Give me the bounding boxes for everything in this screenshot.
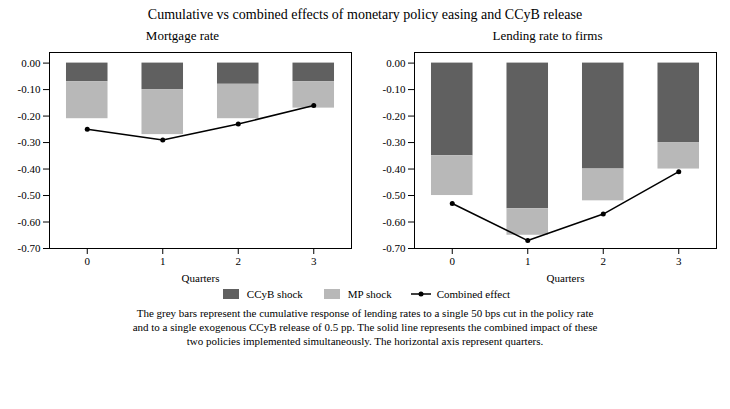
svg-text:-0.10: -0.10: [382, 83, 405, 95]
svg-text:3: 3: [311, 255, 317, 267]
html-text:MP shock: MP shock: [347, 288, 392, 300]
svg-text:1: 1: [525, 255, 531, 267]
svg-text:0.00: 0.00: [386, 57, 406, 69]
svg-text:-0.30: -0.30: [382, 136, 405, 148]
svg-text:-0.70: -0.70: [17, 242, 40, 254]
html-text:Mortgage rate: Mortgage rate: [145, 28, 220, 43]
svg-text:3: 3: [676, 255, 682, 267]
svg-text:-0.50: -0.50: [382, 189, 405, 201]
svg-text:-0.20: -0.20: [382, 110, 405, 122]
svg-text:2: 2: [600, 255, 606, 267]
svg-text:Quarters: Quarters: [546, 272, 584, 284]
html-text:Cumulative vs combined effects: Cumulative vs combined effects of moneta…: [147, 7, 583, 22]
svg-text:2: 2: [235, 255, 241, 267]
html-text:The grey bars represent the cu: The grey bars represent the cumulative r…: [132, 307, 598, 347]
svg-text:-0.20: -0.20: [17, 110, 40, 122]
svg-text:-0.50: -0.50: [17, 189, 40, 201]
svg-text:-0.40: -0.40: [382, 163, 405, 175]
svg-text:Quarters: Quarters: [181, 272, 219, 284]
svg-text:0.00: 0.00: [21, 57, 41, 69]
svg-text:-0.10: -0.10: [17, 83, 40, 95]
svg-text:-0.30: -0.30: [17, 136, 40, 148]
svg-text:-0.70: -0.70: [382, 242, 405, 254]
svg-text:-0.60: -0.60: [382, 216, 405, 228]
svg-text:1: 1: [160, 255, 166, 267]
svg-text:-0.40: -0.40: [17, 163, 40, 175]
svg-text:0: 0: [449, 255, 455, 267]
svg-text:0: 0: [84, 255, 90, 267]
html-text:Lending rate to firms: Lending rate to firms: [492, 28, 603, 43]
html-text:CCyB shock: CCyB shock: [246, 288, 303, 300]
html-text:Combined effect: Combined effect: [436, 288, 511, 300]
svg-text:-0.60: -0.60: [17, 216, 40, 228]
